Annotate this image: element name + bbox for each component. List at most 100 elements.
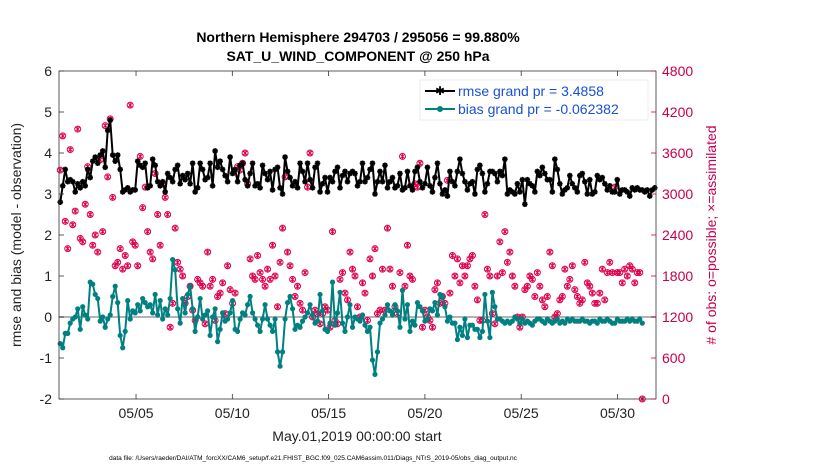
bias-point (452, 320, 458, 326)
rmse-point (119, 189, 126, 195)
obs-possible-marker (146, 248, 154, 256)
bias-point (432, 300, 438, 306)
obs-possible-marker (498, 269, 506, 277)
legend-rmse-marker: ✱ (435, 84, 445, 98)
rmse-point (174, 162, 181, 169)
obs-assimilated-marker (275, 304, 281, 310)
obs-assimilated-marker (297, 300, 303, 307)
bias-point (417, 304, 423, 310)
rmse-point (229, 170, 236, 177)
obs-assimilated-marker (340, 269, 345, 276)
bias-point (299, 318, 306, 324)
obs-assimilated-marker (579, 297, 585, 303)
rmse-point (532, 189, 538, 195)
rmse-point (651, 185, 658, 191)
rmse-point (639, 187, 646, 193)
bias-point (464, 334, 471, 341)
rmse-point (502, 156, 508, 162)
rmse-point (469, 178, 476, 185)
rmse-point (459, 170, 466, 177)
rmse-point (497, 168, 503, 175)
bias-point (542, 320, 548, 326)
obs-possible-marker (94, 248, 102, 256)
bias-point (309, 312, 316, 318)
obs-assimilated-marker (270, 242, 276, 248)
obs-assimilated-marker (417, 160, 423, 166)
bias-point (327, 320, 333, 326)
bias-point (447, 314, 453, 320)
bias-point (110, 293, 116, 300)
obs-assimilated-marker (247, 256, 253, 262)
rmse-point (224, 178, 231, 185)
bias-point (187, 283, 193, 289)
obs-possible-marker (89, 241, 97, 249)
rmse-point (399, 187, 406, 193)
rmse-point (294, 185, 301, 191)
obs-possible-marker (109, 193, 117, 201)
bias-point (117, 332, 123, 339)
obs-possible-marker (483, 265, 491, 273)
obs-assimilated-marker (295, 283, 301, 289)
rmse-point (414, 164, 421, 171)
plot-area (59, 71, 656, 399)
rmse-point (559, 191, 566, 197)
obs-possible-marker (501, 228, 509, 236)
rmse-point (307, 176, 313, 183)
rmse-point (434, 160, 441, 167)
rmse-point (362, 178, 368, 185)
obs-possible-marker (603, 269, 611, 277)
rmse-point (537, 172, 543, 179)
rmse-point (367, 166, 373, 173)
bias-point (207, 332, 213, 339)
bias-point (392, 302, 398, 308)
obs-possible-marker (578, 296, 586, 304)
obs-assimilated-marker (220, 280, 226, 286)
obs-assimilated-marker (609, 269, 615, 276)
obs-possible-marker (139, 204, 147, 212)
bias-point (357, 318, 363, 324)
rmse-point (429, 189, 436, 195)
obs-possible-marker (543, 293, 551, 300)
obs-assimilated-marker (280, 225, 286, 231)
bias-point (369, 357, 376, 363)
rmse-point (279, 191, 286, 197)
obs-assimilated-marker (65, 245, 71, 252)
bias-point (429, 308, 436, 314)
rmse-point (127, 189, 133, 195)
rmse-point (352, 170, 358, 177)
rmse-point (582, 178, 588, 185)
rmse-point (252, 183, 258, 189)
rmse-point (107, 117, 114, 123)
obs-possible-marker (276, 258, 284, 266)
obs-possible-marker (86, 211, 94, 218)
obs-possible-marker (226, 286, 234, 294)
rmse-point (102, 164, 109, 171)
rmse-point (567, 172, 573, 179)
rmse-point (67, 176, 74, 183)
bias-point (135, 302, 141, 308)
rmse-point (117, 166, 123, 173)
obs-assimilated-marker (207, 283, 213, 289)
obs-possible-marker (64, 245, 72, 253)
rmse-point (222, 172, 228, 179)
rmse-point (604, 187, 611, 193)
obs-possible-marker (453, 255, 461, 263)
obs-possible-marker (246, 255, 254, 263)
legend-box (419, 79, 649, 121)
bias-point (332, 322, 338, 328)
y-right-tick-label: 4200 (662, 104, 693, 120)
obs-assimilated-marker (549, 263, 555, 269)
obs-assimilated-marker (145, 228, 151, 235)
obs-assimilated-marker (509, 273, 515, 279)
rmse-point (89, 158, 96, 164)
obs-assimilated-marker (285, 249, 291, 255)
bias-point (192, 328, 198, 334)
obs-assimilated-marker (277, 259, 283, 266)
obs-possible-marker (468, 252, 476, 259)
obs-possible-marker (416, 159, 424, 167)
obs-possible-marker (156, 241, 164, 249)
y-right-axis-ticks: 0 600 1200 1800 2400 3000 3600 4200 4800 (651, 63, 693, 407)
obs-assimilated-marker (120, 266, 126, 272)
obs-possible-marker (224, 262, 232, 270)
